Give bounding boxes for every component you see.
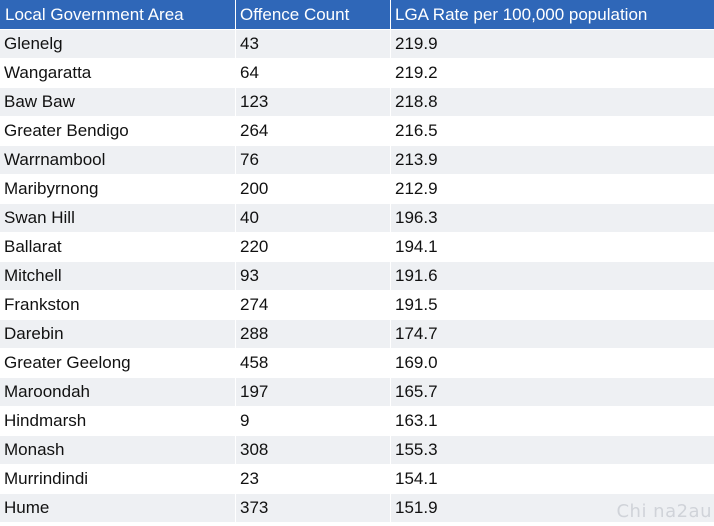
cell-lga: Greater Bendigo [0, 116, 236, 145]
cell-rate: 169.0 [391, 348, 714, 377]
cell-lga: Greater Geelong [0, 348, 236, 377]
cell-rate: 174.7 [391, 319, 714, 348]
table-row: Maribyrnong 200 212.9 [0, 174, 714, 203]
cell-lga: Wangaratta [0, 58, 236, 87]
cell-offence-count: 288 [236, 319, 391, 348]
table-row: Hume 373 151.9 [0, 493, 714, 522]
table-row: Murrindindi 23 154.1 [0, 464, 714, 493]
table-row: Ballarat 220 194.1 [0, 232, 714, 261]
cell-offence-count: 76 [236, 145, 391, 174]
cell-lga: Mitchell [0, 261, 236, 290]
cell-lga: Hindmarsh [0, 406, 236, 435]
cell-lga: Hume [0, 493, 236, 522]
header-lga: Local Government Area [0, 0, 236, 29]
table-row: Monash 308 155.3 [0, 435, 714, 464]
cell-lga: Maribyrnong [0, 174, 236, 203]
cell-rate: 155.3 [391, 435, 714, 464]
cell-lga: Darebin [0, 319, 236, 348]
cell-offence-count: 458 [236, 348, 391, 377]
table-row: Mitchell 93 191.6 [0, 261, 714, 290]
header-rate: LGA Rate per 100,000 population [391, 0, 714, 29]
header-row: Local Government Area Offence Count LGA … [0, 0, 714, 29]
table-row: Darebin 288 174.7 [0, 319, 714, 348]
cell-lga: Baw Baw [0, 87, 236, 116]
cell-lga: Warrnambool [0, 145, 236, 174]
table-row: Warrnambool 76 213.9 [0, 145, 714, 174]
table-row: Maroondah 197 165.7 [0, 377, 714, 406]
cell-offence-count: 274 [236, 290, 391, 319]
table-row: Baw Baw 123 218.8 [0, 87, 714, 116]
cell-rate: 219.2 [391, 58, 714, 87]
table-row: Glenelg 43 219.9 [0, 29, 714, 58]
cell-lga: Monash [0, 435, 236, 464]
cell-rate: 216.5 [391, 116, 714, 145]
cell-rate: 191.6 [391, 261, 714, 290]
header-offence-count: Offence Count [236, 0, 391, 29]
cell-rate: 218.8 [391, 87, 714, 116]
cell-offence-count: 23 [236, 464, 391, 493]
cell-offence-count: 43 [236, 29, 391, 58]
cell-rate: 213.9 [391, 145, 714, 174]
table-row: Hindmarsh 9 163.1 [0, 406, 714, 435]
table-row: Greater Bendigo 264 216.5 [0, 116, 714, 145]
cell-offence-count: 373 [236, 493, 391, 522]
cell-rate: 151.9 [391, 493, 714, 522]
cell-offence-count: 264 [236, 116, 391, 145]
cell-offence-count: 93 [236, 261, 391, 290]
table-body: Glenelg 43 219.9 Wangaratta 64 219.2 Baw Baw 12… [0, 29, 714, 522]
cell-rate: 194.1 [391, 232, 714, 261]
cell-offence-count: 308 [236, 435, 391, 464]
table-row: Greater Geelong 458 169.0 [0, 348, 714, 377]
cell-offence-count: 123 [236, 87, 391, 116]
cell-offence-count: 40 [236, 203, 391, 232]
cell-lga: Glenelg [0, 29, 236, 58]
table-row: Swan Hill 40 196.3 [0, 203, 714, 232]
cell-rate: 163.1 [391, 406, 714, 435]
watermark: Chi na2au [616, 501, 712, 522]
cell-lga: Frankston [0, 290, 236, 319]
cell-rate: 219.9 [391, 29, 714, 58]
cell-lga: Swan Hill [0, 203, 236, 232]
cell-rate: 212.9 [391, 174, 714, 203]
cell-lga: Ballarat [0, 232, 236, 261]
cell-rate: 154.1 [391, 464, 714, 493]
cell-offence-count: 220 [236, 232, 391, 261]
cell-offence-count: 9 [236, 406, 391, 435]
cell-offence-count: 64 [236, 58, 391, 87]
table-row: Frankston 274 191.5 [0, 290, 714, 319]
cell-offence-count: 197 [236, 377, 391, 406]
table-row: Wangaratta 64 219.2 [0, 58, 714, 87]
table-header: Local Government Area Offence Count LGA … [0, 0, 714, 29]
cell-lga: Murrindindi [0, 464, 236, 493]
cell-rate: 191.5 [391, 290, 714, 319]
cell-rate: 165.7 [391, 377, 714, 406]
cell-rate: 196.3 [391, 203, 714, 232]
cell-offence-count: 200 [236, 174, 391, 203]
cell-lga: Maroondah [0, 377, 236, 406]
